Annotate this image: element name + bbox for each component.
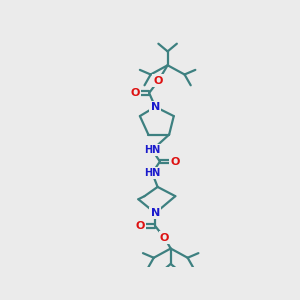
Text: O: O [171, 157, 180, 166]
Text: N: N [151, 102, 160, 112]
Text: O: O [130, 88, 140, 98]
Text: N: N [151, 208, 160, 218]
Text: O: O [160, 233, 169, 243]
Text: HN: HN [144, 145, 160, 155]
Text: O: O [154, 76, 163, 86]
Text: N: N [151, 102, 160, 112]
Text: O: O [154, 76, 163, 86]
Text: HN: HN [144, 145, 160, 155]
Text: O: O [160, 233, 169, 243]
Text: N: N [151, 208, 160, 218]
Text: HN: HN [144, 168, 160, 178]
Text: O: O [171, 157, 180, 166]
Text: O: O [135, 221, 145, 231]
Text: O: O [130, 88, 140, 98]
Text: HN: HN [144, 168, 160, 178]
Text: O: O [135, 221, 145, 231]
Text: N: N [151, 102, 160, 112]
